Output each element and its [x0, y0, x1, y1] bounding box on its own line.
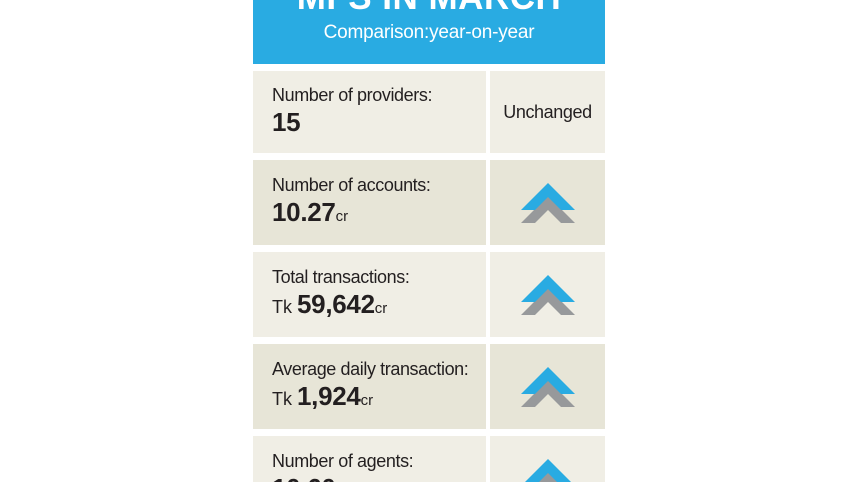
table-row-providers: Number of providers: 15 Unchanged — [253, 71, 605, 153]
metric-label: Total transactions: — [272, 267, 410, 287]
table-row-agents: Number of agents: 10.60 lakh — [253, 436, 605, 482]
indicator-cell — [490, 160, 605, 245]
value-prefix: Tk — [272, 389, 297, 409]
mfs-infographic: MFS IN MARCH Comparison:year-on-year Num… — [253, 0, 605, 482]
metric-label: Average daily transaction: — [272, 359, 469, 379]
metric-cell: Total transactions: Tk 59,642cr — [253, 252, 486, 337]
page-subtitle: Comparison:year-on-year — [323, 22, 535, 43]
metric-value: Tk 1,924cr — [272, 383, 480, 414]
indicator-cell — [490, 344, 605, 429]
page-title: MFS IN MARCH — [253, 0, 605, 16]
metric-cell: Number of agents: 10.60 lakh — [253, 436, 486, 482]
indicator-cell: Unchanged — [490, 71, 605, 153]
value-main: 59,642 — [297, 289, 375, 319]
metric-cell: Number of accounts: 10.27cr — [253, 160, 486, 245]
metric-value: 15 — [272, 106, 480, 140]
up-arrow-icon — [524, 458, 571, 482]
indicator-cell — [490, 252, 605, 337]
value-main: 1,924 — [297, 381, 361, 411]
value-main: 10.27 — [272, 197, 336, 227]
metric-label: Number of providers: — [272, 84, 433, 105]
up-arrow-icon — [520, 274, 575, 315]
value-suffix: cr — [360, 392, 374, 409]
status-text: Unchanged — [503, 101, 592, 122]
table-row-average-daily: Average daily transaction: Tk 1,924cr — [253, 344, 605, 429]
value-main: 10.60 — [272, 473, 336, 482]
value-prefix: Tk — [272, 297, 297, 317]
infographic-header: MFS IN MARCH Comparison:year-on-year — [253, 0, 605, 64]
metric-label: Number of agents: — [272, 451, 414, 471]
value-suffix: cr — [335, 208, 349, 225]
value-main: 15 — [272, 106, 301, 137]
indicator-cell — [490, 436, 605, 482]
metric-cell: Number of providers: 15 — [253, 71, 486, 153]
metric-value: Tk 59,642cr — [272, 291, 480, 322]
table-row-total-transactions: Total transactions: Tk 59,642cr — [253, 252, 605, 337]
metric-cell: Average daily transaction: Tk 1,924cr — [253, 344, 486, 429]
up-arrow-icon — [520, 366, 575, 407]
metric-value: 10.27cr — [272, 199, 480, 230]
metric-label: Number of accounts: — [272, 175, 431, 195]
metric-value: 10.60 lakh — [272, 475, 480, 482]
value-suffix: cr — [374, 300, 388, 317]
up-arrow-icon — [520, 182, 575, 223]
table-row-accounts: Number of accounts: 10.27cr — [253, 160, 605, 245]
